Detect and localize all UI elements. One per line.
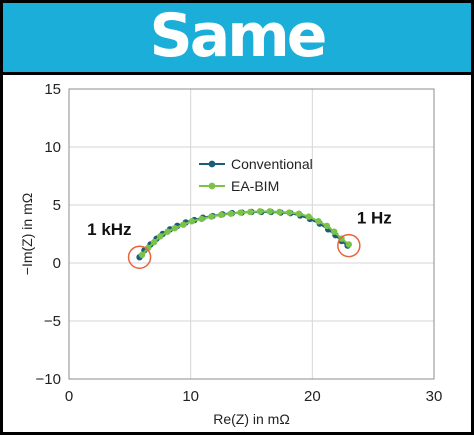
data-point	[315, 218, 322, 225]
data-series	[136, 208, 353, 261]
data-point	[208, 213, 215, 220]
frequency-label: 1 Hz	[357, 209, 392, 228]
frequency-marker-circle	[127, 245, 152, 269]
data-point	[150, 238, 158, 246]
series-line-0	[138, 210, 349, 258]
x-tick-label: 0	[65, 388, 73, 405]
data-point	[138, 251, 146, 259]
plot-area	[68, 88, 435, 380]
x-tick-label: 10	[182, 388, 199, 405]
data-point	[237, 209, 244, 216]
data-point	[345, 241, 353, 248]
y-tick-label: −10	[36, 371, 61, 388]
x-tick-label: 20	[304, 388, 321, 405]
header-banner: Same	[3, 3, 471, 75]
x-tick-label: 30	[426, 388, 443, 405]
x-axis-label: Re(Z) in mΩ	[213, 411, 290, 427]
data-point	[227, 210, 235, 217]
axis-ticks: 0 10 20 30 15 10 5 0 −5 −10	[36, 81, 443, 405]
legend-marker	[208, 160, 216, 168]
header-title: Same	[149, 0, 328, 71]
data-point	[247, 208, 254, 216]
legend-label: EA-BIM	[231, 178, 279, 194]
y-tick-label: 0	[53, 255, 61, 272]
data-point	[256, 208, 264, 215]
data-point	[323, 222, 331, 230]
data-point	[331, 228, 338, 235]
data-point	[171, 225, 179, 232]
legend-label: Conventional	[231, 156, 313, 172]
y-tick-label: 5	[53, 197, 61, 214]
legend-marker	[208, 182, 216, 190]
data-point	[180, 221, 187, 228]
data-point	[217, 211, 225, 219]
data-point	[286, 209, 293, 216]
data-point	[188, 218, 196, 225]
data-point	[198, 215, 205, 223]
data-point	[305, 213, 312, 220]
data-point	[295, 210, 303, 217]
y-tick-label: −5	[44, 313, 61, 330]
legend: Conventional EA-BIM	[199, 156, 313, 194]
y-tick-label: 15	[44, 81, 61, 98]
data-point	[164, 228, 171, 235]
annotations: 1 kHz 1 Hz	[87, 209, 392, 269]
data-point	[266, 208, 273, 215]
y-axis-label: −Im(Z) in mΩ	[19, 193, 35, 275]
series-line-1	[141, 210, 350, 256]
frequency-label: 1 kHz	[87, 220, 131, 239]
data-point	[157, 233, 164, 240]
y-tick-label: 10	[44, 139, 61, 156]
data-point	[276, 208, 283, 216]
frequency-marker-circle	[337, 233, 361, 258]
